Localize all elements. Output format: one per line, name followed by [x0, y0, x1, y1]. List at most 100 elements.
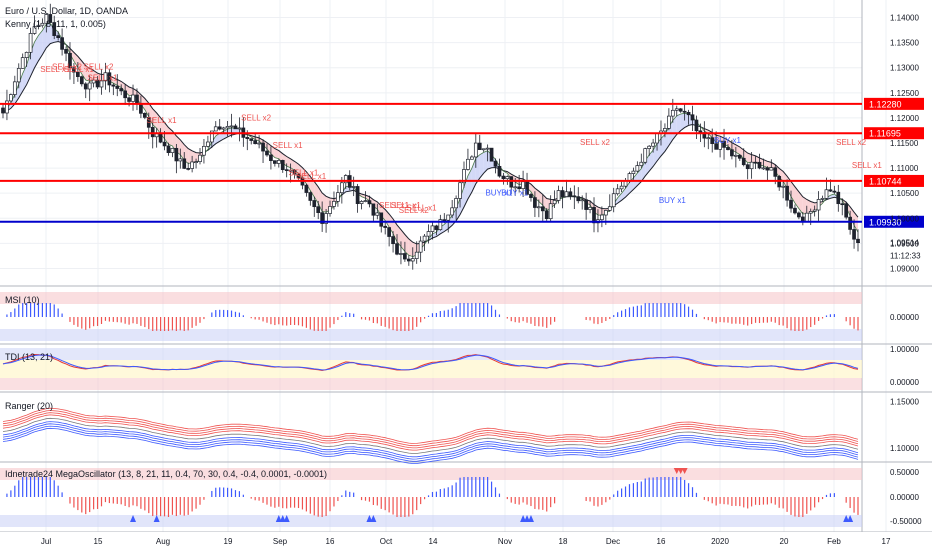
- candle: [462, 169, 466, 184]
- candle: [312, 200, 317, 208]
- ma-ribbon-segment: [460, 186, 464, 215]
- candle: [670, 109, 675, 117]
- ma-ribbon-segment: [467, 168, 472, 200]
- candle: [379, 212, 384, 227]
- ma-ribbon-segment: [680, 113, 685, 131]
- ranger-line: [2, 412, 859, 449]
- price-level-label: 1.12280: [869, 99, 902, 109]
- ma-ribbon-segment: [192, 150, 197, 163]
- ma-ribbon-segment: [653, 143, 658, 167]
- signal-label: BUY x1: [714, 136, 742, 145]
- x-tick-label: Oct: [380, 537, 393, 546]
- candle: [560, 190, 565, 197]
- candle: [584, 199, 588, 210]
- candle: [178, 158, 183, 162]
- indicator-label-tdi: TDI (13, 21): [5, 352, 54, 362]
- candle: [477, 142, 482, 150]
- candle: [182, 158, 187, 169]
- candle: [194, 161, 198, 163]
- candle: [812, 209, 817, 212]
- candle: [690, 114, 695, 121]
- x-tick-label: Jul: [41, 537, 51, 546]
- candle: [107, 72, 112, 86]
- candle: [292, 169, 297, 175]
- candle: [83, 83, 88, 90]
- y-tick-label: 1.10000: [890, 214, 919, 223]
- ma-ribbon-segment: [26, 52, 31, 85]
- candle: [529, 194, 533, 198]
- candle: [119, 88, 124, 92]
- x-tick-label: Sep: [273, 537, 288, 546]
- signal-label: SELL x1: [273, 141, 303, 150]
- candle: [635, 165, 640, 172]
- ma-ribbon-segment: [751, 154, 756, 163]
- candle: [5, 100, 9, 114]
- candle: [229, 125, 234, 128]
- candle: [473, 142, 478, 158]
- candle: [332, 200, 336, 207]
- ma-ribbon-segment: [345, 186, 350, 192]
- indicator-label-megaoscillator: Idnetrade24 MegaOscillator (13, 8, 21, 1…: [5, 469, 328, 479]
- candle: [757, 161, 762, 169]
- candle: [198, 154, 202, 162]
- candle: [158, 133, 163, 143]
- indicator-label-ranger: Ranger (20): [5, 401, 54, 411]
- ma-ribbon-segment: [148, 103, 153, 125]
- osc-buy-marker: [520, 515, 527, 522]
- candle: [576, 196, 581, 202]
- osc-buy-marker: [366, 515, 373, 522]
- candle: [580, 199, 585, 202]
- candle: [537, 206, 541, 209]
- candle: [450, 207, 455, 216]
- ma-ribbon-segment: [302, 167, 307, 184]
- ma-ribbon-segment: [85, 65, 90, 82]
- candle: [52, 22, 57, 36]
- x-tick-label: 16: [326, 537, 335, 546]
- candle: [324, 213, 328, 224]
- msi-upper-band: [0, 292, 862, 304]
- x-tick-label: Dec: [606, 537, 620, 546]
- candle: [852, 229, 856, 240]
- candle: [221, 127, 226, 130]
- candle: [485, 147, 490, 150]
- candle: [785, 185, 789, 201]
- candle: [694, 119, 699, 132]
- candle: [674, 108, 679, 111]
- candle: [68, 52, 72, 69]
- candle: [72, 67, 76, 73]
- y-tick-label: 0.00000: [890, 378, 919, 387]
- candle: [44, 14, 49, 24]
- candle: [139, 103, 143, 114]
- osc-buy-marker: [279, 515, 286, 522]
- candle: [726, 147, 730, 151]
- candle: [418, 240, 423, 253]
- ma-ribbon-segment: [739, 147, 744, 159]
- candle: [36, 24, 41, 27]
- candle: [363, 200, 368, 202]
- candle: [328, 206, 332, 214]
- ma-ribbon-segment: [168, 127, 173, 146]
- y-tick-label: 1.09000: [890, 264, 919, 273]
- signal-label: SELL x2: [836, 138, 866, 147]
- signal-label: BUY x1: [485, 189, 513, 198]
- y-tick-label: -0.50000: [890, 517, 922, 526]
- candle: [781, 185, 785, 188]
- candle: [647, 145, 652, 149]
- osc-buy-marker: [524, 515, 531, 522]
- candle: [174, 147, 179, 162]
- ranger-line: [2, 427, 859, 464]
- candle: [458, 182, 462, 199]
- candle: [631, 170, 636, 174]
- candle: [336, 192, 340, 202]
- osc-sell-marker: [677, 468, 684, 474]
- candle: [395, 243, 399, 255]
- candle: [667, 115, 671, 129]
- candle: [343, 175, 348, 184]
- x-tick-label: Aug: [156, 537, 170, 546]
- signal-label: SELL x2: [84, 63, 114, 72]
- ma-ribbon-segment: [397, 224, 401, 247]
- candle: [804, 212, 809, 223]
- candle: [600, 214, 604, 221]
- candle: [91, 79, 96, 84]
